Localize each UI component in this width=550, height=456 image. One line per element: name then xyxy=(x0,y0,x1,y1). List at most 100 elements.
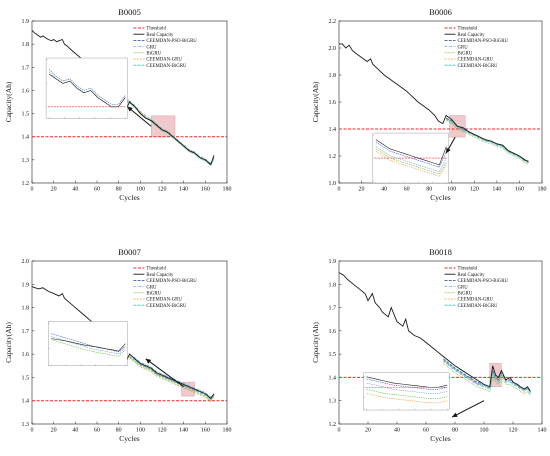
x-axis-label: Cycles xyxy=(119,193,139,202)
series-gru xyxy=(445,119,529,164)
x-tick-label: 20 xyxy=(365,428,371,434)
x-tick-label: 60 xyxy=(94,187,100,193)
inset-series-prediction xyxy=(366,382,448,394)
legend-entry: CEEMDAN-PSO-BiGRU xyxy=(146,279,197,284)
legend-entry: GRU xyxy=(146,285,157,290)
inset-series-prediction xyxy=(48,69,126,105)
legend-entry: Real Capacity xyxy=(458,33,486,38)
inset-zoom xyxy=(372,132,456,184)
x-tick-label: 0 xyxy=(31,187,34,193)
x-tick-label: 160 xyxy=(201,428,210,434)
x-axis-label: Cycles xyxy=(430,434,450,443)
series-gru xyxy=(129,353,215,398)
x-tick-label: 40 xyxy=(72,428,78,434)
legend-entry: CEEMDAN-BiGRU xyxy=(146,64,187,69)
chart-title: B0018 xyxy=(429,247,452,257)
x-tick-label: 80 xyxy=(452,428,458,434)
inset-series-prediction xyxy=(375,148,447,175)
y-tick-label: 1.0 xyxy=(329,181,337,187)
zoom-arrow-shaft xyxy=(127,106,152,127)
legend-entry: GRU xyxy=(458,45,469,50)
legend-entry: Threshold xyxy=(458,267,478,272)
y-axis-label: Capacity(Ah) xyxy=(311,81,320,122)
series-ceemdan-gru xyxy=(129,357,215,402)
zoom-arrow-head xyxy=(127,106,133,112)
y-tick-label: 1.2 xyxy=(329,154,337,160)
legend-entry: GRU xyxy=(146,45,157,50)
inset-series-real xyxy=(375,139,447,166)
x-tick-label: 40 xyxy=(72,187,78,193)
x-tick-label: 60 xyxy=(404,187,410,193)
inset-frame xyxy=(363,372,450,411)
y-tick-label: 1.8 xyxy=(22,306,30,312)
x-tick-label: 80 xyxy=(426,187,432,193)
inset-series-prediction xyxy=(375,150,447,177)
x-tick-label: 180 xyxy=(223,187,232,193)
x-tick-label: 100 xyxy=(447,187,456,193)
plot-frame xyxy=(338,260,543,425)
inset-series-prediction xyxy=(366,393,448,404)
series-ceemdan-bigru xyxy=(445,118,529,163)
y-axis-label: Capacity(Ah) xyxy=(4,81,13,122)
y-tick-label: 2.0 xyxy=(22,259,30,265)
chart-title: B0005 xyxy=(118,7,141,17)
legend-entry: Threshold xyxy=(146,267,166,272)
x-tick-label: 160 xyxy=(515,187,524,193)
x-tick-label: 20 xyxy=(359,187,365,193)
x-tick-label: 0 xyxy=(338,187,341,193)
legend-entry: GRU xyxy=(458,285,469,290)
series-ceemdan-bigru xyxy=(129,356,215,401)
legend-entry: CEEMDAN-PSO-BiGRU xyxy=(458,279,509,284)
y-tick-label: 1.3 xyxy=(22,158,30,164)
y-axis-label: Capacity(Ah) xyxy=(311,322,320,363)
y-tick-label: 1.8 xyxy=(22,42,30,48)
x-tick-label: 120 xyxy=(158,428,167,434)
y-tick-label: 1.5 xyxy=(22,375,30,381)
legend-entry: CEEMDAN-GRU xyxy=(458,58,494,63)
legend-entry: BiGRU xyxy=(458,52,473,57)
y-tick-label: 1.4 xyxy=(329,375,337,381)
legend-entry: CEEMDAN-GRU xyxy=(146,58,182,63)
y-tick-label: 1.2 xyxy=(22,181,30,187)
x-tick-label: 140 xyxy=(179,428,188,434)
y-tick-label: 1.7 xyxy=(22,65,30,71)
y-tick-label: 1.5 xyxy=(22,112,30,118)
x-tick-label: 60 xyxy=(94,428,100,434)
y-tick-label: 1.3 xyxy=(22,422,30,428)
inset-series-prediction xyxy=(375,146,447,173)
x-tick-label: 0 xyxy=(31,428,34,434)
x-axis-label: Cycles xyxy=(430,193,450,202)
y-tick-label: 1.8 xyxy=(329,282,337,288)
x-tick-label: 60 xyxy=(423,428,429,434)
y-tick-label: 1.9 xyxy=(22,282,30,288)
legend-entry: Real Capacity xyxy=(146,33,174,38)
series-bigru xyxy=(443,363,531,397)
plot-frame xyxy=(31,20,228,184)
series-bigru xyxy=(129,358,215,403)
x-axis-label: Cycles xyxy=(119,434,139,443)
legend-entry: Real Capacity xyxy=(458,273,486,278)
y-tick-label: 1.4 xyxy=(329,127,337,133)
legend-entry: BiGRU xyxy=(146,52,161,57)
legend-entry: CEEMDAN-BiGRU xyxy=(458,304,499,309)
legend-entry: CEEMDAN-GRU xyxy=(146,298,182,303)
chart-title: B0006 xyxy=(429,7,452,17)
inset-series-prediction xyxy=(51,333,126,353)
x-tick-label: 120 xyxy=(470,187,479,193)
x-tick-label: 40 xyxy=(381,187,387,193)
chart-panel-b0007: B0007 0 20 40 60 80 100 120 140 160 180 1.3 1.4 1.5 1.… xyxy=(4,247,232,443)
zoom-arrow-head xyxy=(446,147,451,154)
legend-entry: CEEMDAN-PSO-BiGRU xyxy=(458,39,509,44)
zoom-arrow-head xyxy=(145,358,152,364)
zoom-arrow-shaft xyxy=(145,358,184,388)
x-tick-label: 100 xyxy=(136,428,145,434)
y-tick-label: 1.2 xyxy=(329,422,337,428)
inset-series-real xyxy=(48,73,126,108)
y-axis-label: Capacity(Ah) xyxy=(4,322,13,363)
x-tick-label: 140 xyxy=(492,187,501,193)
